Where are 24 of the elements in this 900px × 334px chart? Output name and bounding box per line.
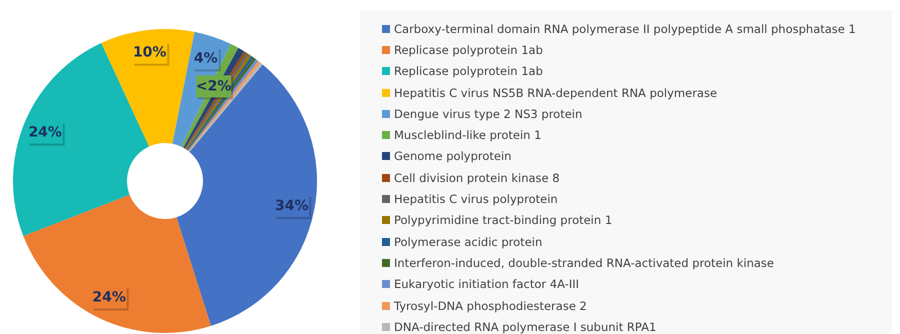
legend-label: Polypyrimidine tract-binding protein 1	[394, 213, 612, 228]
legend-label: Interferon-induced, double-stranded RNA-activated protein kinase	[394, 256, 774, 270]
legend-label: Genome polyprotein	[394, 149, 512, 164]
legend-label: Carboxy-terminal domain RNA polymerase II polypeptide A small phosphatase 1	[394, 22, 856, 36]
data-label: 24%	[28, 124, 62, 141]
legend-label: Polymerase acidic protein	[394, 234, 542, 249]
legend-label: Cell division protein kinase 8	[394, 170, 560, 185]
data-label: 10%	[132, 44, 166, 61]
data-label: <2%	[196, 78, 232, 94]
donut-slice	[176, 64, 317, 326]
legend-label: Tyrosyl-DNA phosphodiesterase 2	[394, 298, 587, 312]
data-label: 34%	[274, 198, 308, 214]
donut-slice	[101, 29, 195, 147]
legend-label: Replicase polyprotein 1ab	[394, 64, 543, 78]
legend-label: Hepatitis C virus polyprotein	[394, 192, 558, 206]
legend-label: DNA-directed RNA polymerase I subunit RPA1	[394, 320, 656, 334]
donut-slice	[23, 194, 211, 333]
data-label: 4%	[194, 50, 218, 66]
legend-label: Muscleblind-like protein 1	[394, 128, 542, 142]
legend-label: Dengue virus type 2 NS3 protein	[394, 106, 582, 121]
legend-label: Hepatitis C virus NS5B RNA-dependent RNA polymerase	[394, 86, 718, 100]
legend-label: Eukaryotic initiation factor 4A-III	[394, 277, 580, 292]
legend-label: Replicase polyprotein 1ab	[394, 42, 543, 57]
data-label: 24%	[92, 290, 126, 306]
